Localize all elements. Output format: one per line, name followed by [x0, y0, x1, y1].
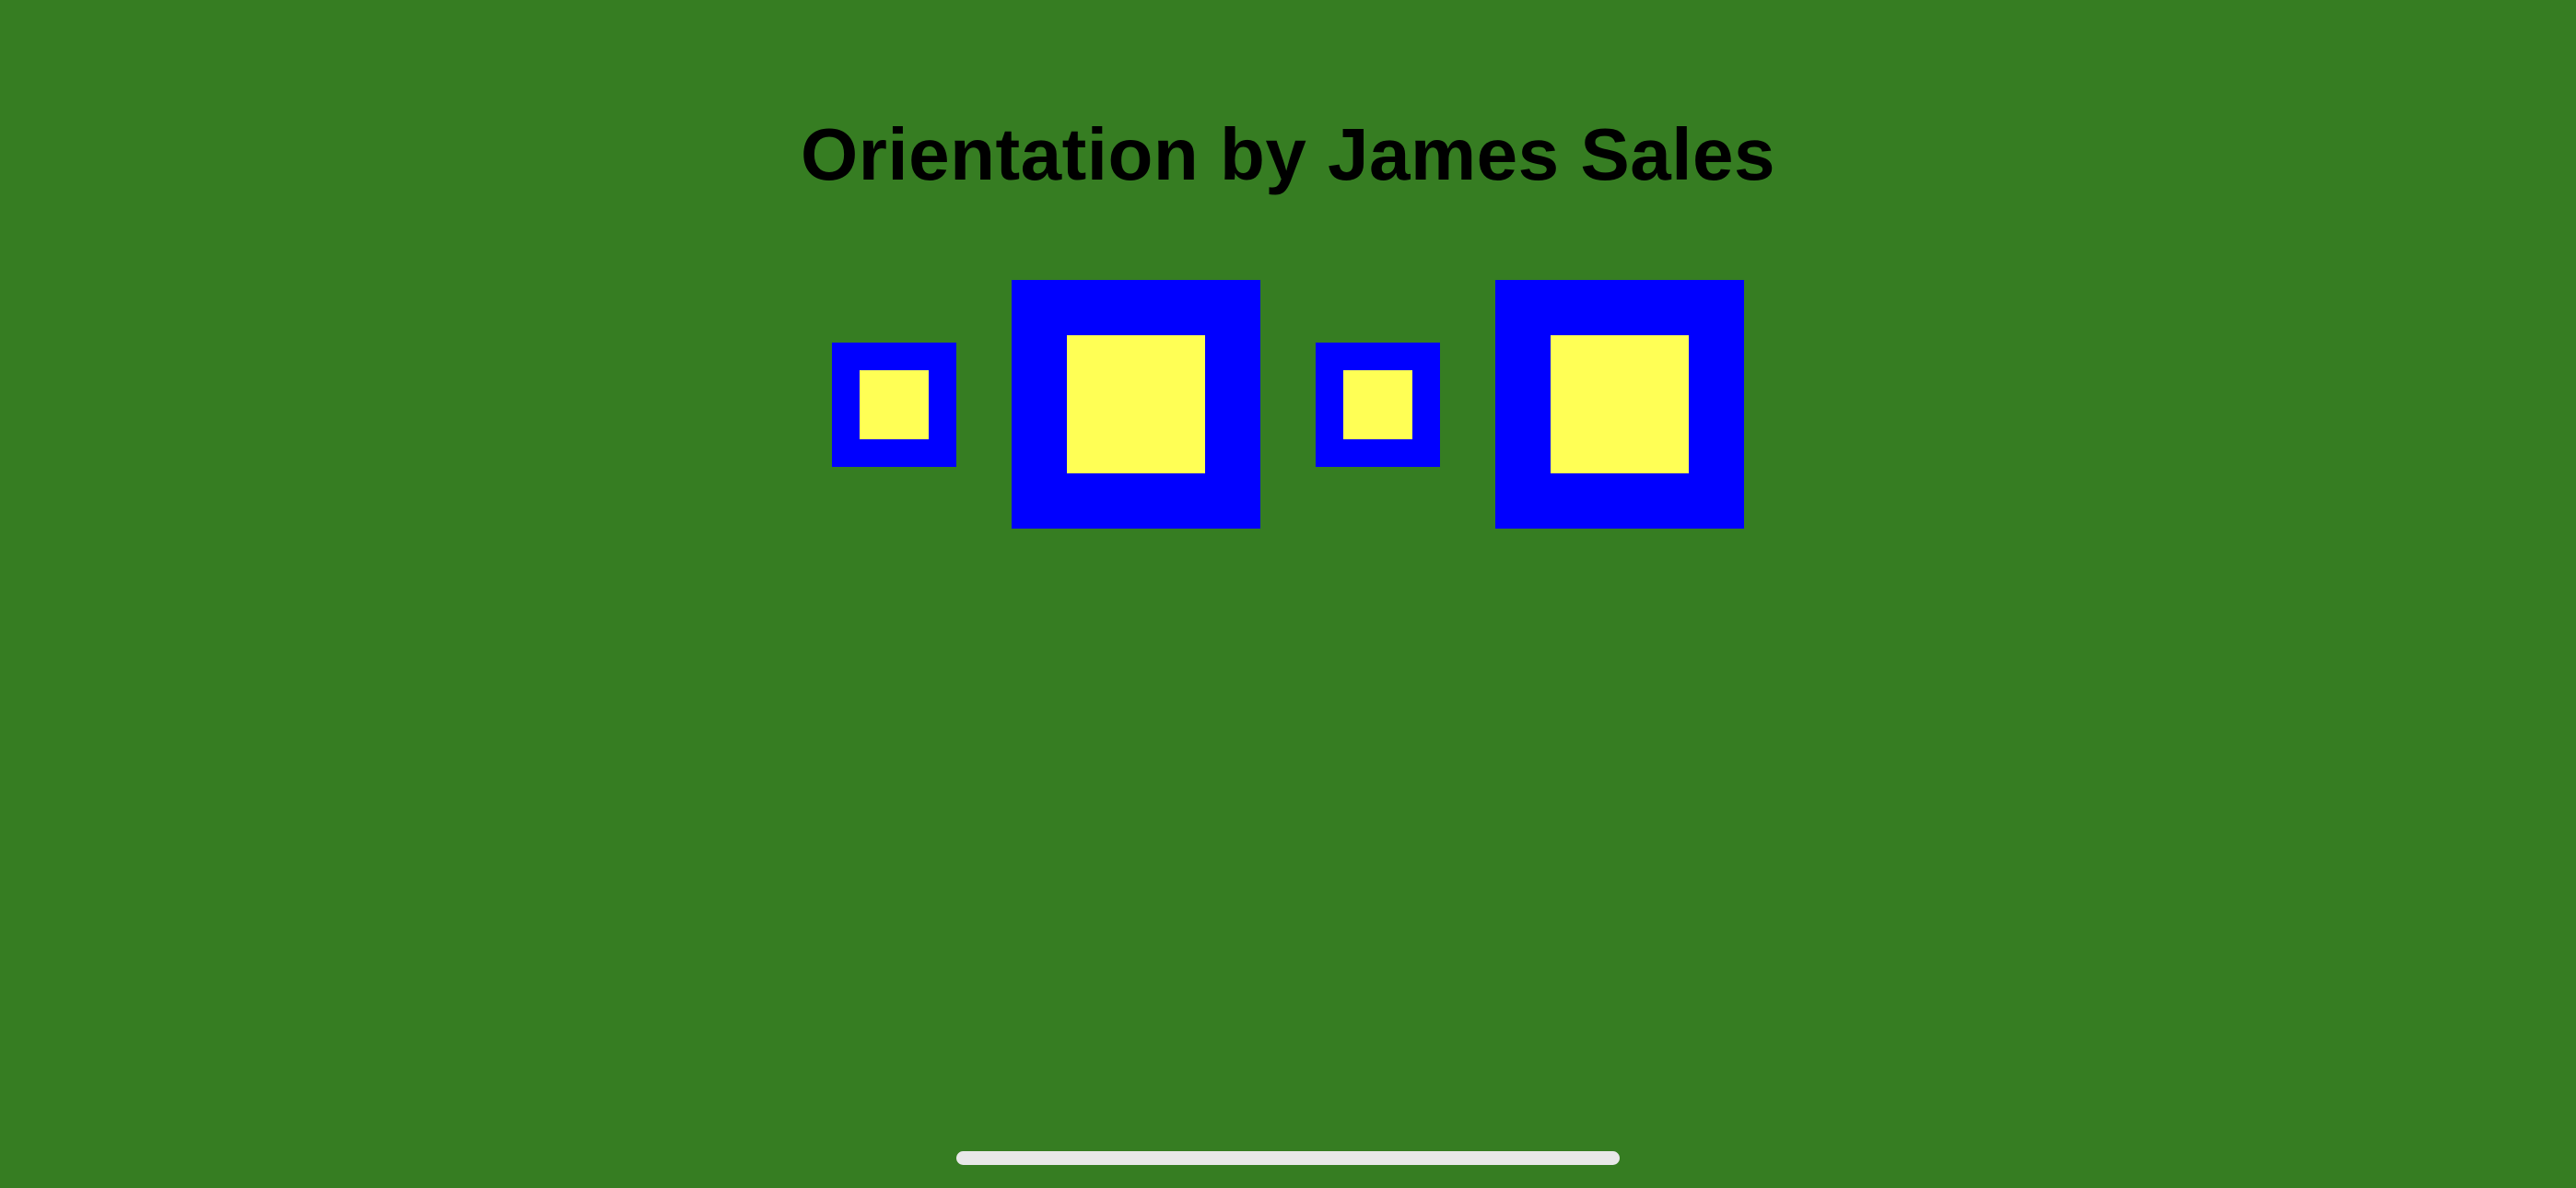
- inner-square: [1343, 370, 1412, 439]
- inner-square: [1551, 335, 1689, 473]
- square-large-2: [1495, 280, 1744, 529]
- page-title: Orientation by James Sales: [801, 113, 1775, 195]
- square-small-1: [832, 343, 956, 467]
- inner-square: [860, 370, 929, 439]
- square-small-2: [1316, 343, 1440, 467]
- square-large-1: [1012, 280, 1260, 529]
- inner-square: [1067, 335, 1205, 473]
- home-indicator[interactable]: [956, 1151, 1620, 1165]
